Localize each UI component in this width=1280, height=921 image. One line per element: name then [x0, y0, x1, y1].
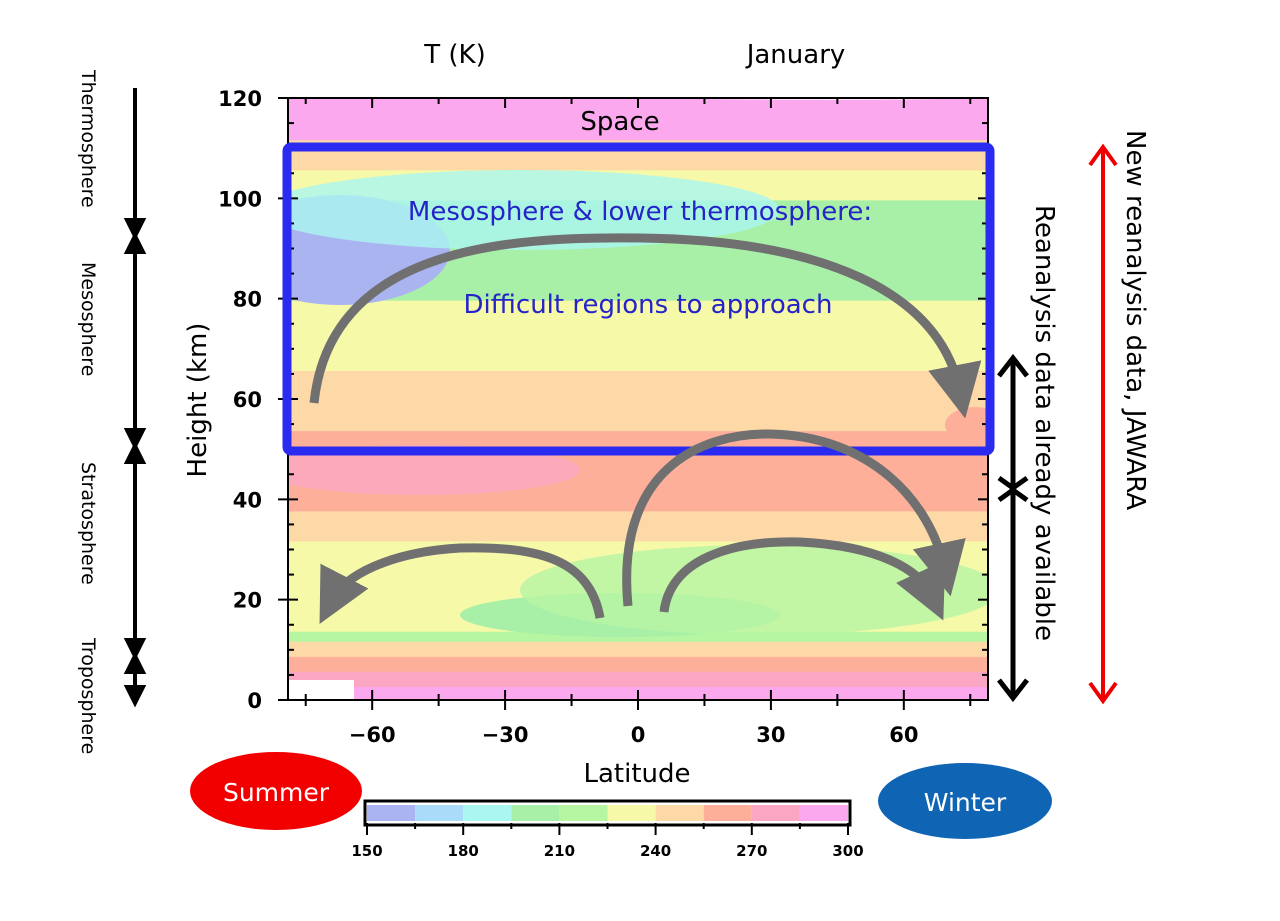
colorbar-swatch	[751, 805, 800, 821]
temperature-band	[288, 297, 988, 371]
colorbar-tick-label: 150	[351, 842, 382, 860]
mlt-region-box	[282, 142, 995, 456]
space-label: Space	[580, 107, 659, 137]
x-tick-label: 30	[756, 723, 785, 747]
mesospheric-circulation-arrow	[309, 233, 982, 419]
colorbar-swatch	[799, 805, 848, 821]
colorbar-swatch	[703, 805, 752, 821]
x-tick-label: 0	[631, 723, 646, 747]
stratospheric-winter-arrow	[659, 537, 946, 621]
mlt-box-line2: Difficult regions to approach	[464, 290, 833, 320]
temperature-field	[288, 98, 988, 700]
temperature-features	[288, 170, 988, 700]
temperature-band	[288, 653, 988, 672]
layer-arrows	[123, 88, 147, 708]
colorbar-swatch	[655, 805, 704, 821]
jawara-arrow	[1088, 143, 1118, 705]
layer-thermosphere: Thermosphere	[77, 69, 99, 208]
layer-mesosphere: Mesosphere	[77, 262, 99, 376]
existing-reanalysis-arrow	[997, 353, 1029, 703]
summer-label: Summer	[223, 778, 330, 807]
stratospheric-summer-arrow	[319, 543, 605, 624]
y-tick-label: 120	[218, 87, 262, 111]
colorbar-tick-label: 210	[544, 842, 575, 860]
x-tick-label: −30	[482, 723, 529, 747]
y-tick-label: 60	[233, 388, 262, 412]
winter-badge	[878, 763, 1052, 839]
jawara-label: New reanalysis data, JAWARA	[1120, 130, 1150, 510]
temperature-band	[288, 98, 988, 141]
title-left: T (K)	[423, 40, 485, 70]
colorbar-swatch	[463, 805, 512, 821]
colorbar-swatch	[415, 805, 464, 821]
existing-reanalysis-label: Reanalysis data already available	[1029, 205, 1059, 641]
y-tick-label: 0	[247, 689, 262, 713]
warm-stratopause-blob	[288, 445, 580, 495]
missing-data-corner	[288, 680, 354, 700]
colorbar-tick-label: 240	[640, 842, 671, 860]
x-tick-label: 60	[889, 723, 918, 747]
y-tick-label: 20	[233, 589, 262, 613]
stratospheric-upper-arrow	[622, 429, 966, 607]
temperature-band	[288, 137, 988, 171]
mlt-box-line1: Mesosphere & lower thermosphere:	[408, 197, 872, 227]
colorbar-swatch	[511, 805, 560, 821]
colorbar-tick-label: 270	[736, 842, 767, 860]
cyan-mesosphere-region	[288, 170, 780, 250]
colorbar-tick-label: 300	[832, 842, 863, 860]
layer-stratosphere: Stratosphere	[77, 462, 99, 585]
colorbar-tick-label: 180	[448, 842, 479, 860]
green-lower-strat-region	[520, 545, 988, 635]
colorbar-swatch	[607, 805, 656, 821]
x-axis: −60 −30 0 30 60	[304, 98, 972, 747]
temperature-band	[288, 668, 988, 687]
y-tick-label: 40	[233, 488, 262, 512]
temperature-band	[288, 368, 988, 432]
colorbar: 150 180 210 240 270 300	[351, 799, 864, 860]
x-tick-label: −60	[349, 723, 396, 747]
temperature-band	[288, 639, 988, 657]
title-right: January	[745, 40, 846, 70]
summer-badge	[190, 752, 362, 830]
x-axis-label: Latitude	[583, 759, 690, 789]
colorbar-swatch	[367, 805, 416, 821]
winter-label: Winter	[924, 788, 1007, 817]
warm-winter-blob	[945, 407, 988, 443]
y-tick-label: 80	[233, 288, 262, 312]
y-axis-label: Height (km)	[183, 323, 213, 478]
y-tick-label: 100	[218, 187, 262, 211]
colorbar-swatch	[559, 805, 608, 821]
layer-troposphere: Troposphere	[77, 637, 99, 754]
